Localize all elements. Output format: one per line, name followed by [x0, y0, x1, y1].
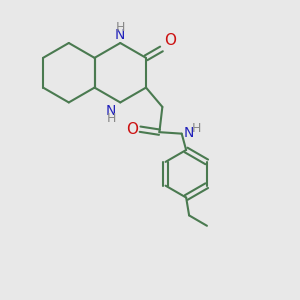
Text: N: N [183, 126, 194, 140]
Text: N: N [105, 104, 116, 118]
Text: O: O [126, 122, 138, 137]
Text: O: O [164, 33, 176, 48]
Text: H: H [192, 122, 202, 135]
Text: H: H [116, 21, 125, 34]
Text: N: N [115, 28, 125, 42]
Text: H: H [106, 112, 116, 125]
